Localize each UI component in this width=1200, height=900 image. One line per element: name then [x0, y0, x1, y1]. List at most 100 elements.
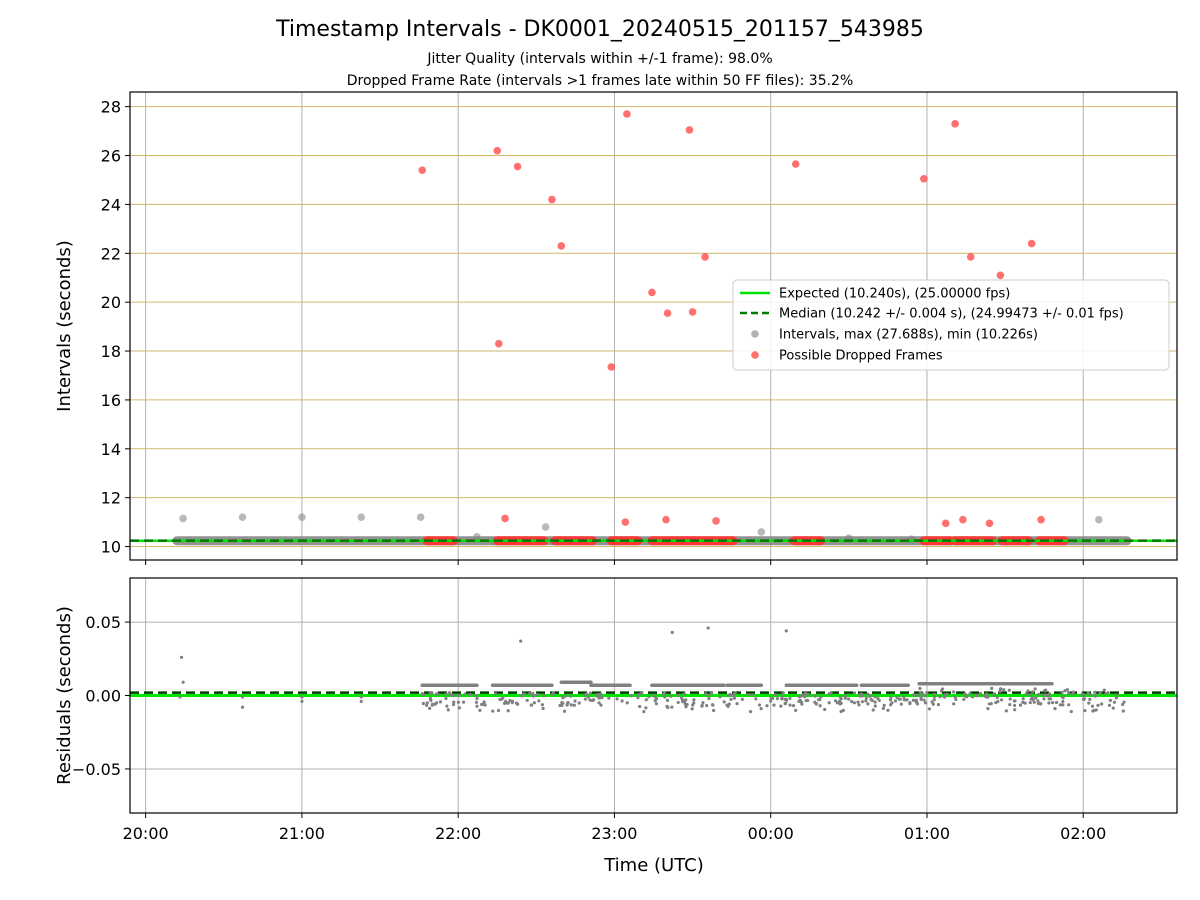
residual-point — [1061, 703, 1065, 707]
residual-point — [797, 695, 802, 699]
residual-point — [757, 703, 762, 707]
residual-point — [1043, 689, 1048, 693]
residual-point — [987, 702, 991, 706]
residual-point — [583, 697, 588, 701]
residual-point — [759, 707, 763, 711]
residual-point — [1041, 693, 1046, 697]
residual-point — [1053, 707, 1057, 711]
residual-point — [1102, 688, 1106, 692]
residual-point — [1007, 688, 1011, 692]
residual-point — [1028, 701, 1032, 705]
residual-point — [1026, 689, 1030, 693]
residual-point — [1060, 690, 1064, 694]
x-tick-label: 21:00 — [279, 824, 325, 843]
residual-point — [712, 708, 716, 713]
residual-point — [478, 708, 482, 712]
residual-point — [827, 701, 831, 705]
dropped-point — [712, 517, 720, 525]
dropped-point — [548, 195, 556, 204]
plot-area — [130, 626, 1177, 714]
residual-point — [944, 692, 948, 697]
residual-point — [1028, 692, 1033, 697]
residual-point — [919, 696, 923, 700]
residual-point — [1088, 697, 1092, 701]
residual-point — [577, 701, 581, 705]
residual-point — [700, 703, 704, 708]
residual-point — [791, 704, 796, 708]
residual-point — [475, 696, 479, 701]
residual-point — [839, 697, 843, 701]
residual-point — [573, 699, 577, 703]
residual-point — [705, 704, 709, 708]
dropped-point — [951, 119, 959, 128]
residual-point — [718, 695, 722, 699]
residual-point — [684, 698, 688, 702]
residual-point — [475, 704, 479, 708]
residual-point — [558, 703, 562, 708]
residual-point — [765, 704, 769, 708]
residual-point — [692, 698, 696, 702]
residual-point — [707, 696, 711, 701]
residual-point — [784, 701, 788, 705]
residual-point — [772, 703, 776, 707]
residual-point — [1004, 709, 1008, 713]
residual-point — [829, 691, 833, 695]
residual-point — [995, 695, 999, 700]
residual-point — [1093, 694, 1097, 698]
residual-point — [750, 693, 754, 697]
residual-point — [818, 697, 822, 702]
x-tick-label: 23:00 — [591, 824, 637, 843]
residual-point — [999, 687, 1003, 691]
x-tick-label: 22:00 — [435, 824, 481, 843]
residual-point — [1045, 694, 1049, 698]
residual-point — [773, 693, 777, 697]
residual-point — [952, 702, 956, 706]
residual-point — [1096, 703, 1100, 707]
chart-title: Timestamp Intervals - DK0001_20240515_20… — [275, 17, 924, 42]
residual-point — [701, 701, 705, 705]
residual-point — [813, 694, 817, 698]
residual-point — [681, 700, 685, 704]
residual-point — [531, 691, 535, 696]
residual-point — [1012, 703, 1017, 708]
residual-point — [676, 693, 680, 698]
plot-area — [130, 110, 1177, 546]
residual-point — [788, 703, 792, 707]
residual-point — [529, 703, 534, 707]
residual-point — [468, 693, 472, 697]
residual-point — [833, 699, 838, 703]
dropped-point — [623, 110, 631, 118]
residual-point — [727, 702, 731, 706]
residual-point — [508, 698, 512, 703]
residual-point — [421, 701, 425, 706]
residual-point — [540, 703, 545, 707]
interval-point — [473, 532, 481, 541]
residual-point — [951, 690, 956, 694]
residual-point — [925, 690, 929, 695]
residual-point — [1093, 690, 1097, 694]
axes-frame — [129, 91, 1178, 561]
x-tick-label: 01:00 — [904, 824, 950, 843]
residual-point — [859, 692, 863, 696]
residual-point — [588, 691, 593, 695]
residual-point — [1114, 696, 1119, 700]
residual-point — [1069, 710, 1073, 714]
residual-point — [932, 692, 936, 696]
residual-point — [866, 702, 870, 706]
residual-point — [1106, 691, 1110, 695]
residual-point — [746, 693, 750, 697]
residual-point — [1061, 696, 1065, 700]
residual-point — [938, 695, 942, 699]
residual-point — [457, 694, 461, 698]
residual-point — [537, 699, 541, 703]
y-tick-label: 28 — [101, 98, 121, 117]
residual-point — [662, 691, 666, 695]
residual-point — [491, 709, 495, 713]
residual-point — [860, 700, 864, 704]
residual-point — [569, 703, 573, 707]
legend-swatch-dropped — [751, 351, 759, 359]
legend-label-median: Median (10.242 +/- 0.004 s), (24.99473 +… — [779, 307, 1124, 322]
residual-point — [532, 701, 536, 705]
y-tick-label: −0.05 — [72, 760, 121, 779]
residual-point — [1086, 691, 1090, 695]
